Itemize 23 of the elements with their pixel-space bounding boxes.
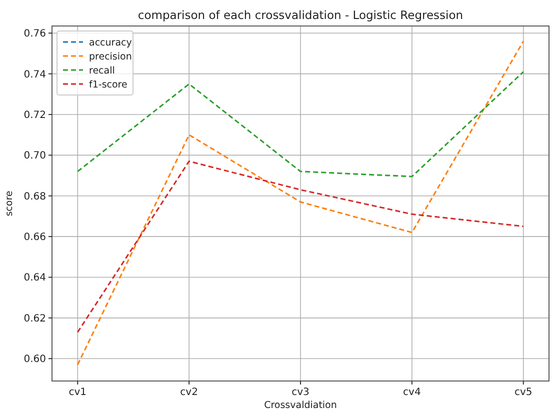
y-tick-label: 0.60 (24, 354, 46, 366)
y-tick-label: 0.76 (24, 28, 46, 40)
legend-label: accuracy (89, 37, 132, 48)
x-tick-label: cv1 (68, 387, 87, 398)
chart-title: comparison of each crossvalidation - Logistic Regression (138, 8, 464, 22)
line-series (76, 40, 524, 366)
y-axis-title: score (4, 190, 15, 216)
x-tick-label: cv2 (180, 387, 198, 398)
y-tick-label: 0.64 (24, 272, 46, 284)
y-tick-label: 0.74 (24, 69, 46, 80)
legend-label: precision (89, 51, 132, 62)
y-tick-label: 0.70 (24, 150, 46, 162)
x-tick-label: cv5 (514, 387, 532, 398)
y-tick-label: 0.72 (24, 110, 46, 121)
y-tick-label: 0.62 (24, 313, 46, 324)
y-tick-label: 0.68 (24, 191, 46, 202)
legend-label: recall (89, 65, 115, 76)
x-tick-label: cv4 (403, 387, 421, 398)
x-axis-title: Crossvaldiation (264, 400, 337, 411)
y-tick-label: 0.66 (24, 232, 46, 244)
line-series (76, 160, 524, 333)
legend-label: f1-score (89, 79, 128, 90)
x-tick-label: cv3 (292, 387, 310, 398)
